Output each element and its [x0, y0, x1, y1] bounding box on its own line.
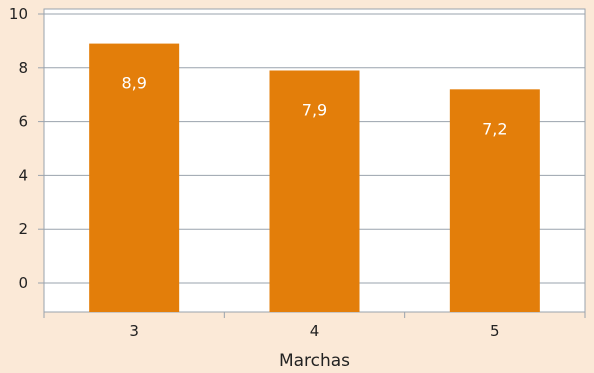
y-tick-label: 4 — [18, 166, 28, 184]
bar-5 — [449, 89, 540, 312]
x-tick-label: 3 — [129, 322, 139, 340]
y-tick-label: 2 — [18, 220, 28, 238]
bar-3 — [89, 43, 180, 313]
x-axis-ticks: 3 4 5 — [43, 312, 586, 340]
y-tick-label: 10 — [9, 5, 28, 23]
y-tick-label: 0 — [18, 274, 28, 292]
data-label: 8,9 — [121, 74, 146, 93]
y-tick-label: 6 — [18, 113, 28, 131]
data-labels: 8,9 7,9 7,2 — [121, 74, 507, 139]
x-tick-label: 5 — [490, 322, 500, 340]
bars — [89, 43, 540, 313]
x-axis-title: Marchas — [279, 351, 350, 371]
y-axis-ticks: 0 2 4 6 8 10 — [9, 5, 44, 292]
y-tick-label: 8 — [18, 59, 28, 77]
bar-4 — [269, 70, 360, 313]
x-tick-label: 4 — [310, 322, 320, 340]
data-label: 7,2 — [482, 119, 507, 138]
data-label: 7,9 — [302, 100, 327, 119]
